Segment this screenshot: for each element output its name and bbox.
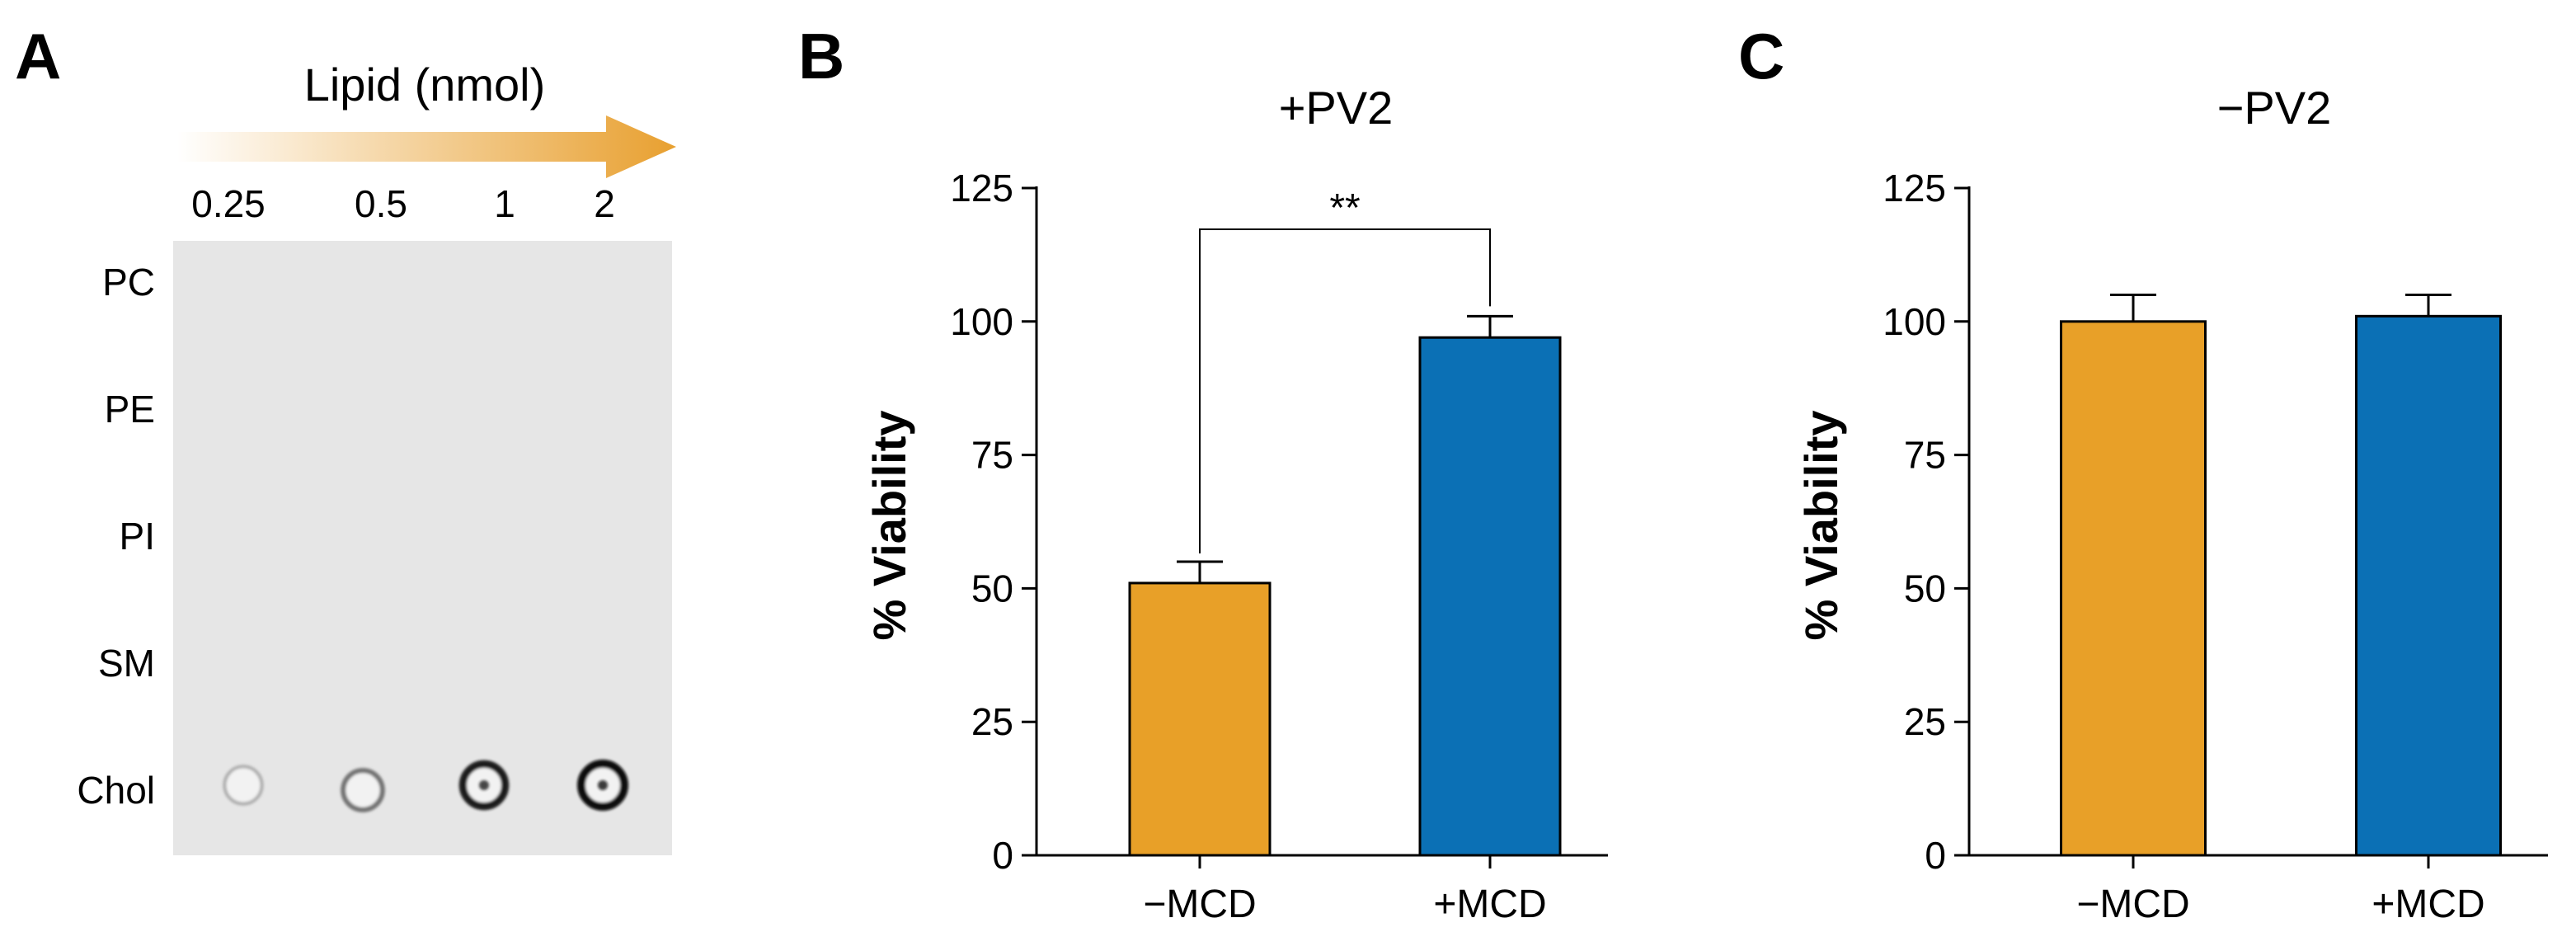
blot-spots bbox=[223, 760, 628, 812]
x-tick-label: −MCD bbox=[2076, 883, 2189, 926]
panel-c: C −PV2 % Viability 0 25 50 75 100 125 −MCD +MCD bbox=[1738, 20, 2548, 926]
panel-b-letter: B bbox=[798, 20, 844, 92]
blot-spot-ring bbox=[341, 768, 385, 812]
blot-spot-core bbox=[479, 780, 489, 790]
bar bbox=[1418, 336, 1562, 857]
blot-spot-ring bbox=[223, 765, 264, 806]
dot-blot-membrane bbox=[173, 241, 672, 855]
y-tick-label: 75 bbox=[971, 434, 1013, 477]
bar bbox=[2060, 320, 2207, 857]
significance-bracket bbox=[1199, 228, 1491, 554]
significance-label: ** bbox=[1329, 186, 1360, 230]
chart-title: +PV2 bbox=[1279, 82, 1394, 134]
y-tick-label: 125 bbox=[950, 167, 1013, 209]
bar-chart-c: 0 25 50 75 100 125 −MCD +MCD bbox=[1883, 167, 2548, 926]
bar bbox=[1128, 581, 1272, 857]
panel-b: B +PV2 % Viability 0 25 50 75 100 125 −MCD +MCD… bbox=[798, 20, 1608, 926]
panel-c-letter: C bbox=[1738, 20, 1784, 92]
amount-label: 0.25 bbox=[191, 182, 266, 225]
x-tick-label: +MCD bbox=[2372, 883, 2484, 926]
y-tick-label: 25 bbox=[971, 700, 1013, 743]
y-tick-label: 100 bbox=[1883, 300, 1946, 343]
bar-chart-b: 0 25 50 75 100 125 −MCD +MCD ** bbox=[950, 167, 1608, 926]
blot-spot bbox=[458, 760, 510, 811]
panel-a: A Lipid (nmol) 0.25 0.5 1 2 PC PE PI SM … bbox=[15, 20, 676, 855]
lipid-label: SM bbox=[98, 642, 155, 685]
y-tick-label: 75 bbox=[1904, 434, 1946, 477]
y-axis-label: % Viability bbox=[1795, 410, 1847, 640]
arrow-label: Lipid (nmol) bbox=[304, 59, 546, 111]
lipid-label: Chol bbox=[77, 769, 155, 812]
amount-label: 1 bbox=[494, 182, 515, 225]
chart-title: −PV2 bbox=[2217, 82, 2332, 134]
x-tick-label: +MCD bbox=[1433, 883, 1546, 926]
lipid-amount-arrow bbox=[177, 115, 676, 178]
lipid-labels: PC PE PI SM Chol bbox=[77, 261, 155, 812]
y-tick-label: 0 bbox=[1925, 834, 1946, 877]
y-tick-label: 0 bbox=[992, 834, 1013, 877]
x-tick-label: −MCD bbox=[1143, 883, 1256, 926]
amount-label: 0.5 bbox=[355, 182, 407, 225]
blot-spot bbox=[577, 760, 628, 811]
y-tick-label: 50 bbox=[1904, 567, 1946, 610]
blot-spot bbox=[341, 768, 385, 812]
y-tick-label: 25 bbox=[1904, 700, 1946, 743]
amount-labels: 0.25 0.5 1 2 bbox=[191, 182, 615, 225]
panel-a-letter: A bbox=[15, 20, 61, 92]
y-tick-label: 50 bbox=[971, 567, 1013, 610]
bar bbox=[2355, 314, 2502, 857]
y-tick-label: 100 bbox=[950, 300, 1013, 343]
amount-label: 2 bbox=[594, 182, 615, 225]
blot-spot-core bbox=[598, 780, 608, 790]
lipid-label: PC bbox=[102, 261, 155, 304]
lipid-label: PI bbox=[120, 515, 155, 558]
y-tick-label: 125 bbox=[1883, 167, 1946, 209]
lipid-label: PE bbox=[105, 388, 155, 431]
blot-spot bbox=[223, 765, 264, 806]
y-axis-label: % Viability bbox=[863, 410, 915, 640]
